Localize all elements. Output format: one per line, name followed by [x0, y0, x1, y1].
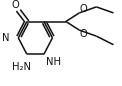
Text: H₂N: H₂N: [12, 62, 31, 72]
Text: O: O: [12, 0, 20, 10]
Text: O: O: [79, 4, 87, 14]
Text: N: N: [2, 33, 10, 43]
Text: NH: NH: [46, 57, 61, 67]
Text: O: O: [79, 29, 87, 39]
